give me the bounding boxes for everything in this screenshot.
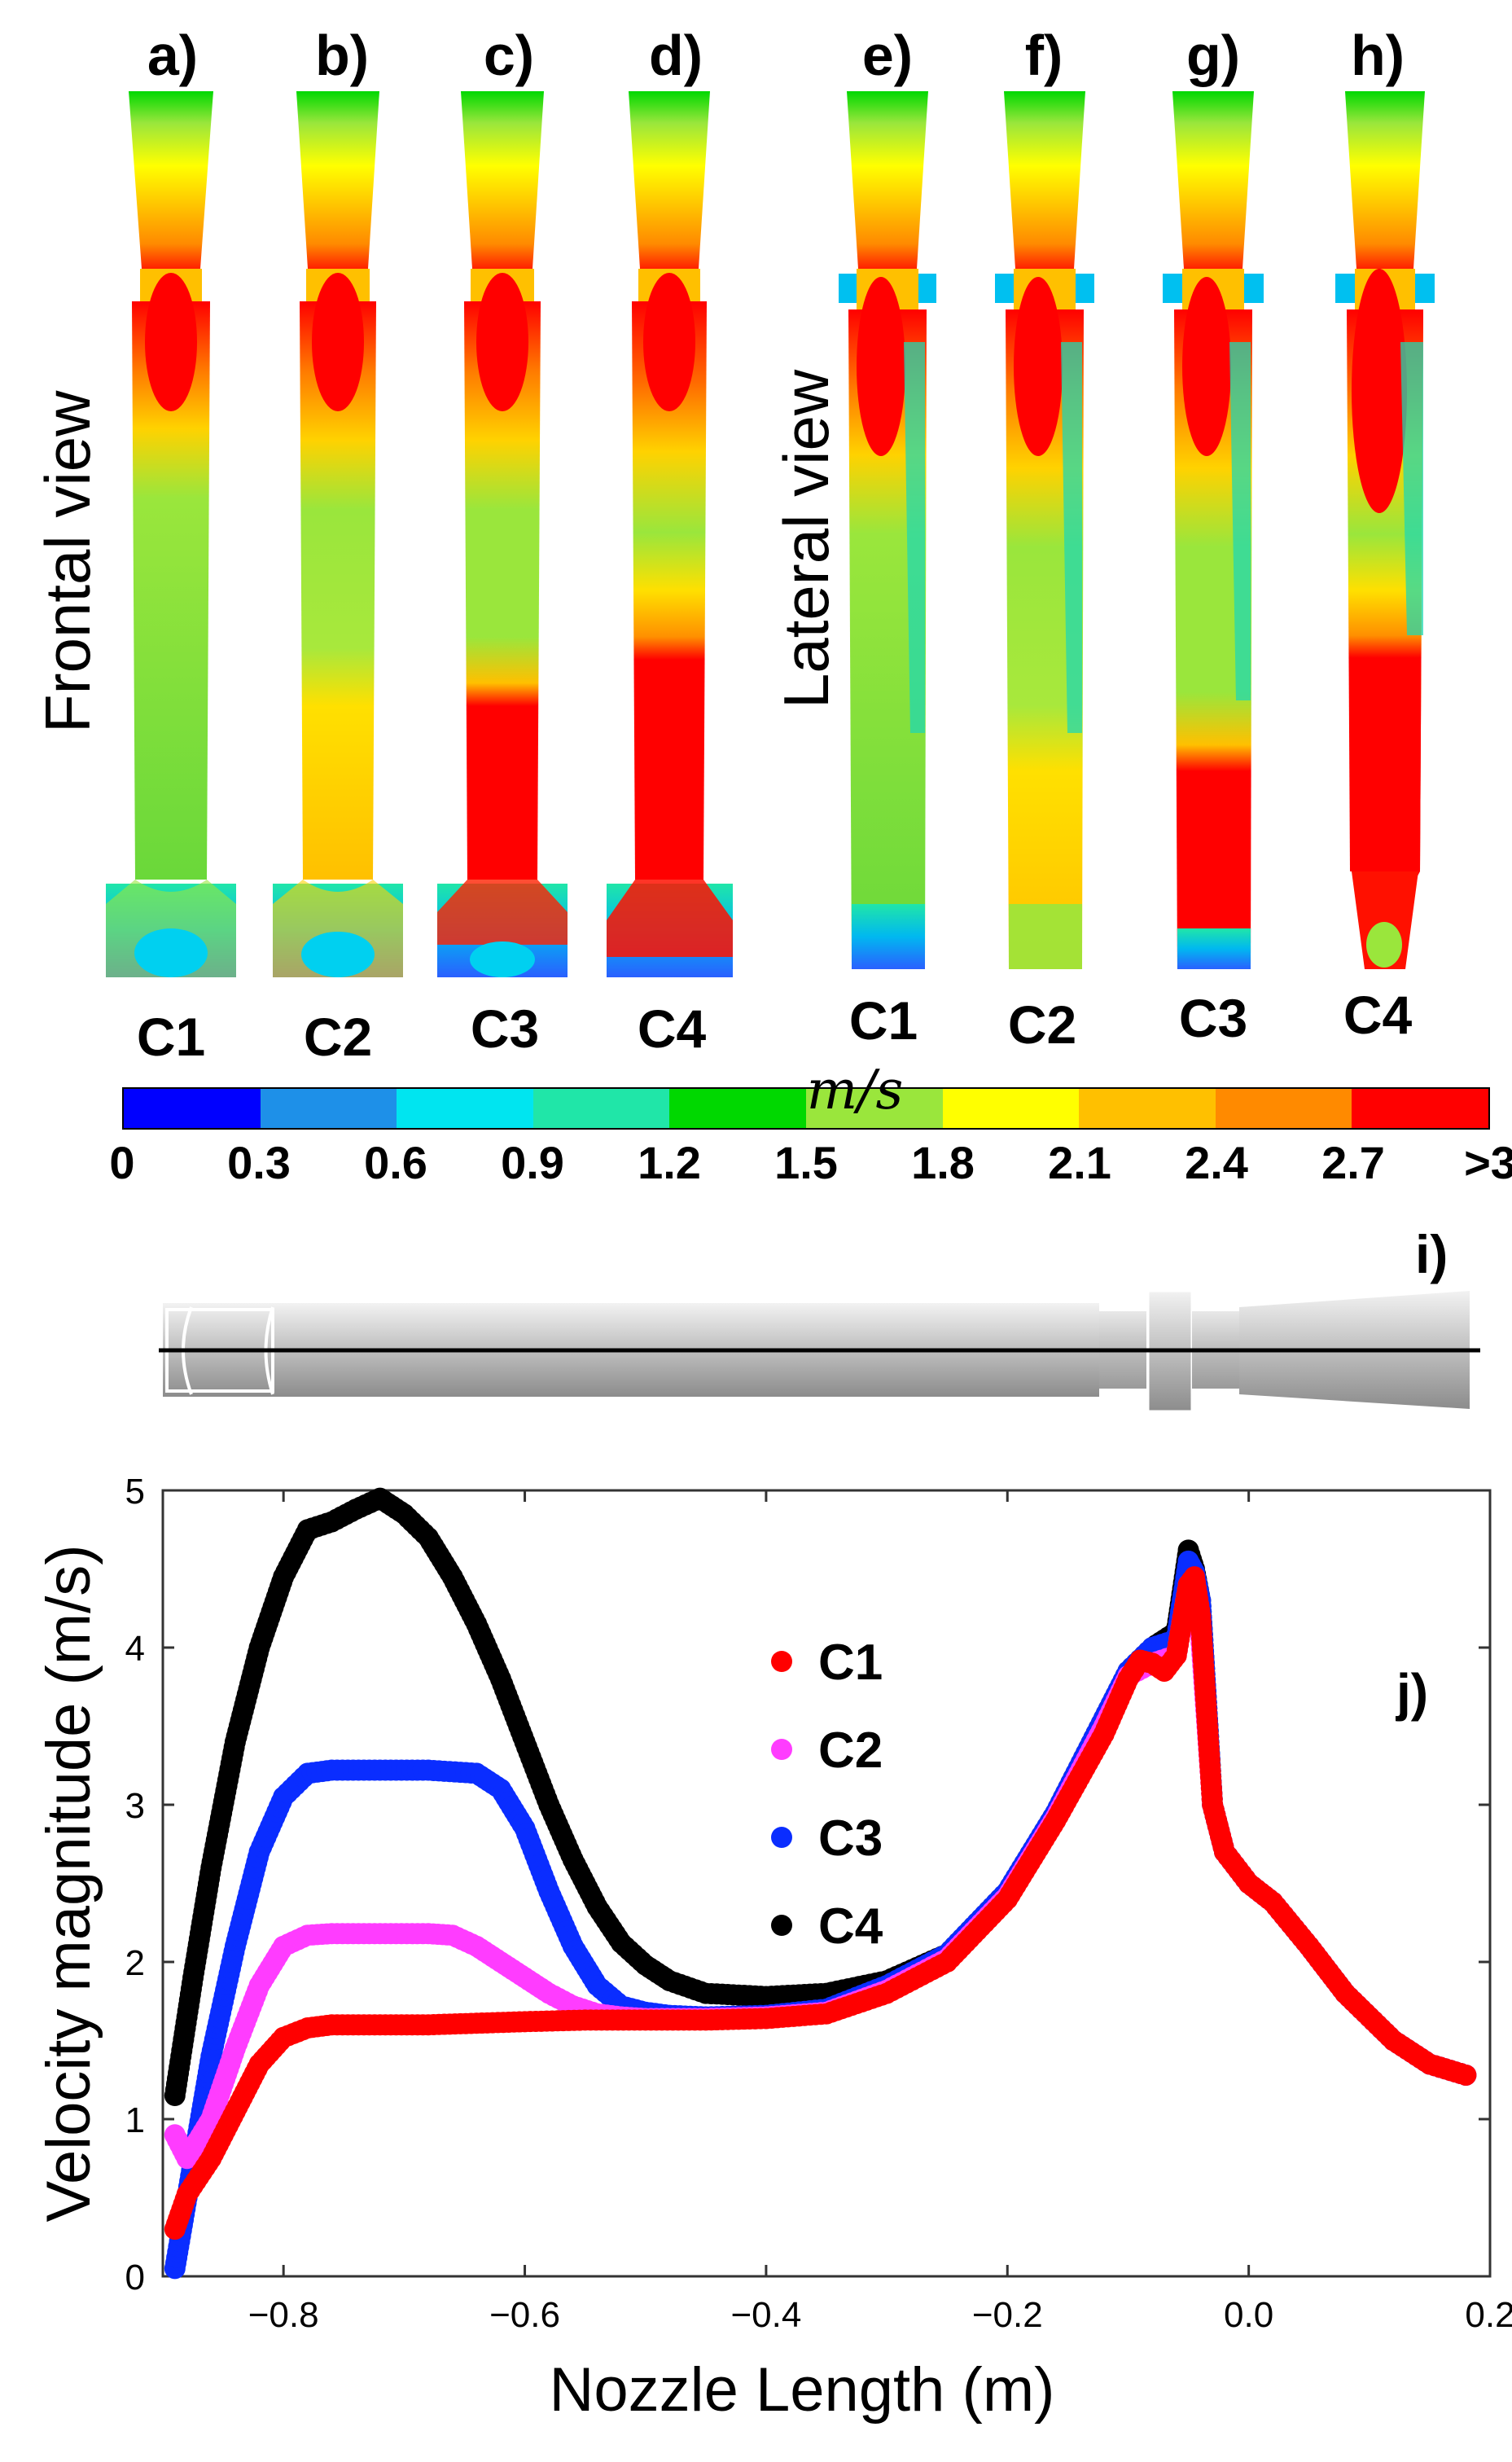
colorbar-swatch-0	[124, 1089, 261, 1128]
lateral-nozzle-c1	[839, 91, 936, 969]
lateral-nozzle-c4	[1335, 91, 1435, 969]
frontal-nozzle-c4	[607, 91, 733, 977]
colorbar-swatch-8	[1215, 1089, 1352, 1128]
lateral-case-label-c4: C4	[1343, 985, 1413, 1045]
y-tick-label: 4	[125, 1629, 145, 1669]
frontal-nozzle-c2	[273, 91, 403, 977]
colorbar-swatch-5	[805, 1089, 943, 1128]
y-tick-label: 1	[125, 2100, 145, 2140]
panel-letter-j: j)	[1396, 1663, 1428, 1722]
x-tick-label: −0.8	[248, 2295, 319, 2335]
colorbar-tick-label: 2.1	[1048, 1137, 1111, 1188]
colorbar-swatch-6	[942, 1089, 1080, 1128]
legend-label-c3: C3	[818, 1810, 883, 1867]
colorbar-tick-label: 0	[109, 1137, 135, 1188]
panel-letter-g: g)	[1185, 24, 1241, 87]
plot-frame	[161, 1489, 1492, 2278]
y-tick-label: 2	[125, 1943, 145, 1983]
panel-letter-a: a)	[147, 24, 199, 87]
contour-drawing	[106, 91, 1435, 977]
frontal-case-label-c1: C1	[136, 1007, 206, 1067]
x-tick-label: −0.4	[730, 2295, 801, 2335]
legend-label-c1: C1	[818, 1635, 883, 1691]
lateral-case-label-c3: C3	[1178, 988, 1248, 1048]
panel-letter-h: h)	[1350, 24, 1405, 87]
panel-letter-c: c)	[483, 24, 535, 87]
frontal-case-label-c2: C2	[303, 1007, 373, 1067]
velocity-chart-svg: −0.8 −0.6 −0.4 −0.2 0.0 0.2 0 1 2 3 4 5 Nozzle Lengt…	[34, 1472, 1512, 2425]
colorbar-swatch-1	[260, 1089, 397, 1128]
legend-label-c4: C4	[818, 1898, 883, 1955]
x-tick-label: −0.2	[972, 2295, 1043, 2335]
frontal-nozzle-c1	[106, 91, 236, 977]
colorbar-swatch-4	[669, 1089, 806, 1128]
lateral-case-label-c2: C2	[1007, 994, 1077, 1055]
panel-letter-f: f)	[1024, 24, 1063, 87]
x-tick-label: −0.6	[489, 2295, 560, 2335]
x-axis-label: Nozzle Length (m)	[550, 2355, 1055, 2425]
panel-letter-i: i)	[1415, 1224, 1448, 1284]
colorbar-swatch-9	[1352, 1089, 1488, 1128]
colorbar-tick-label: 1.5	[774, 1137, 838, 1188]
legend-label-c2: C2	[818, 1723, 883, 1779]
legend-marker-c3	[771, 1827, 792, 1848]
colorbar-tick-label: 2.7	[1321, 1137, 1385, 1188]
lateral-case-label-c1: C1	[848, 990, 918, 1051]
colorbar-swatch-3	[532, 1089, 670, 1128]
lateral-nozzle-c2	[995, 91, 1094, 969]
lateral-nozzle-c3	[1163, 91, 1264, 969]
colorbar-tick-label: >3	[1464, 1137, 1512, 1188]
panel-letter-e: e)	[861, 24, 914, 87]
colorbar	[122, 1087, 1490, 1130]
y-tick-label: 3	[125, 1786, 145, 1826]
colorbar-tick-label: 1.8	[911, 1137, 975, 1188]
nozzle-drawing	[159, 1289, 1480, 1413]
velocity-chart: −0.8 −0.6 −0.4 −0.2 0.0 0.2 0 1 2 3 4 5 Nozzle Lengt…	[0, 1433, 1512, 2458]
frontal-nozzle-c3	[437, 91, 568, 977]
colorbar-tick-label: 2.4	[1185, 1137, 1248, 1188]
y-axis-label: Velocity magnitude (m/s)	[34, 1544, 103, 2222]
colorbar-swatch-2	[397, 1089, 533, 1128]
frontal-case-label-c4: C4	[637, 998, 707, 1059]
legend-marker-c2	[771, 1739, 792, 1760]
y-tick-label: 5	[125, 1472, 145, 1512]
nozzle-geometry: i)	[0, 1213, 1512, 1425]
colorbar-tick-label: 0.9	[501, 1137, 564, 1188]
y-tick-label: 0	[125, 2258, 145, 2297]
colorbar-swatch-7	[1079, 1089, 1216, 1128]
data-point	[1455, 2064, 1477, 2086]
colorbar-unit: m/s	[806, 1059, 904, 1121]
legend-marker-c1	[771, 1651, 792, 1672]
colorbar-tick-label: 0.6	[364, 1137, 427, 1188]
series-c1	[164, 1566, 1477, 2240]
colorbar-tick-label: 1.2	[638, 1137, 701, 1188]
frontal-case-label-c3: C3	[470, 998, 540, 1059]
colorbar-tick-label: 0.3	[227, 1137, 291, 1188]
panel-letter-b: b)	[314, 24, 370, 87]
x-tick-label: 0.0	[1224, 2295, 1273, 2335]
legend-marker-c4	[771, 1915, 792, 1936]
contour-figure: a) b) c) d) e) f) g) h) Frontal view Lat…	[0, 0, 1512, 1189]
x-tick-label: 0.2	[1465, 2295, 1512, 2335]
panel-letter-d: d)	[648, 24, 703, 87]
